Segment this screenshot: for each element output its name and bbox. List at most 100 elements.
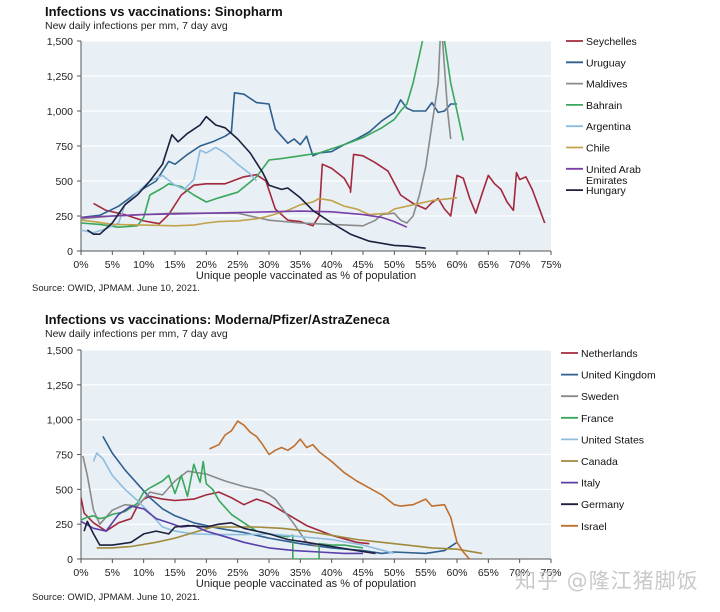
legend-item: United States bbox=[561, 434, 644, 446]
x-tick-label: 10% bbox=[133, 567, 154, 579]
legend-item: Chile bbox=[566, 143, 610, 155]
chart-2-subtitle: New daily infections per mm, 7 day avg bbox=[45, 328, 228, 340]
legend-label: Argentina bbox=[586, 121, 631, 133]
y-tick-label: 1,000 bbox=[47, 415, 73, 427]
legend-item: Netherlands bbox=[561, 348, 638, 360]
y-tick-label: 750 bbox=[55, 141, 73, 153]
legend-label: Sweden bbox=[581, 391, 619, 403]
legend-label: Maldives bbox=[586, 79, 627, 91]
x-tick-label: 75% bbox=[540, 567, 561, 579]
legend-label: Hungary bbox=[586, 185, 626, 197]
legend-item: Germany bbox=[561, 499, 625, 511]
y-tick-label: 0 bbox=[67, 246, 73, 258]
y-tick-label: 500 bbox=[55, 176, 73, 188]
legend-label: Chile bbox=[586, 143, 610, 155]
series-line-uruguay bbox=[81, 92, 457, 219]
legend-item: Argentina bbox=[566, 121, 631, 133]
x-tick-label: 70% bbox=[509, 567, 530, 579]
chart-1-title: Infections vs vaccinations: Sinopharm bbox=[45, 4, 283, 19]
x-tick-label: 0% bbox=[73, 259, 88, 271]
x-tick-label: 0% bbox=[73, 567, 88, 579]
legend-item: France bbox=[561, 413, 614, 425]
legend-label: Uruguay bbox=[586, 57, 626, 69]
y-tick-label: 250 bbox=[55, 211, 73, 223]
legend-label: Italy bbox=[581, 478, 601, 490]
legend-item: Bahrain bbox=[566, 100, 622, 112]
chart-2-title: Infections vs vaccinations: Moderna/Pfiz… bbox=[45, 312, 390, 327]
legend-item: Italy bbox=[561, 478, 601, 490]
x-tick-label: 65% bbox=[478, 567, 499, 579]
series-group bbox=[81, 40, 546, 249]
series-group bbox=[81, 420, 483, 559]
legend-item: Hungary bbox=[566, 185, 626, 197]
legend-label: Germany bbox=[581, 499, 625, 511]
x-tick-label: 35% bbox=[290, 259, 311, 271]
x-tick-label: 5% bbox=[105, 259, 120, 271]
legend-label: Emirates bbox=[586, 175, 627, 187]
x-tick-label: 40% bbox=[321, 567, 342, 579]
legend-label: Netherlands bbox=[581, 348, 638, 360]
legend-item: Seychelles bbox=[566, 36, 637, 48]
x-tick-label: 35% bbox=[290, 567, 311, 579]
legend-item: Uruguay bbox=[566, 57, 626, 69]
watermark: 知乎 @隆江猪脚饭 bbox=[515, 569, 699, 593]
x-tick-label: 40% bbox=[321, 259, 342, 271]
chart-1-source: Source: OWID, JPMAM. June 10, 2021. bbox=[32, 283, 200, 294]
x-tick-label: 75% bbox=[540, 259, 561, 271]
legend-item: Israel bbox=[561, 521, 607, 533]
legend-label: France bbox=[581, 413, 614, 425]
legend-label: United Kingdom bbox=[581, 370, 656, 382]
y-tick-label: 1,250 bbox=[47, 71, 73, 83]
x-tick-label: 15% bbox=[164, 259, 185, 271]
legend-label: Bahrain bbox=[586, 100, 622, 112]
legend-item: Sweden bbox=[561, 391, 619, 403]
y-tick-label: 750 bbox=[55, 450, 73, 462]
legend-item: Canada bbox=[561, 456, 618, 468]
x-tick-label: 55% bbox=[415, 259, 436, 271]
series-line-chile bbox=[81, 197, 458, 227]
legend-item: Maldives bbox=[566, 79, 627, 91]
legend-label: United Arab bbox=[586, 164, 641, 176]
y-tick-label: 500 bbox=[55, 484, 73, 496]
x-tick-label: 65% bbox=[478, 259, 499, 271]
x-tick-label: 15% bbox=[164, 567, 185, 579]
x-tick-label: 20% bbox=[196, 259, 217, 271]
x-tick-label: 25% bbox=[227, 567, 248, 579]
x-tick-label: 25% bbox=[227, 259, 248, 271]
x-tick-label: 30% bbox=[258, 259, 279, 271]
y-tick-label: 1,250 bbox=[47, 380, 73, 392]
x-tick-label: 60% bbox=[446, 567, 467, 579]
y-tick-label: 0 bbox=[67, 554, 73, 566]
series-line-seychelles bbox=[93, 153, 546, 227]
x-tick-label: 70% bbox=[509, 259, 530, 271]
legend-label: Canada bbox=[581, 456, 618, 468]
series-line-israel bbox=[209, 420, 471, 559]
x-tick-label: 20% bbox=[196, 567, 217, 579]
x-axis-title: Unique people vaccinated as % of populat… bbox=[196, 270, 416, 282]
x-axis-title: Unique people vaccinated as % of populat… bbox=[196, 578, 416, 590]
x-tick-label: 55% bbox=[415, 567, 436, 579]
series-line-united-kingdom bbox=[102, 436, 458, 555]
series-line-germany bbox=[83, 520, 376, 555]
chart-sinopharm: 0 250 500 750 1,000 1,250 1,500 0% 5% 10% 15% 20% 25… bbox=[47, 36, 641, 282]
x-tick-label: 45% bbox=[352, 259, 373, 271]
x-tick-label: 30% bbox=[258, 567, 279, 579]
series-line-canada bbox=[96, 526, 483, 555]
x-tick-label: 5% bbox=[105, 567, 120, 579]
legend-label: United States bbox=[581, 434, 644, 446]
legend-item: United Kingdom bbox=[561, 370, 656, 382]
x-tick-label: 50% bbox=[384, 259, 405, 271]
x-tick-label: 60% bbox=[446, 259, 467, 271]
series-line-hungary bbox=[86, 115, 426, 249]
series-line-sweden bbox=[82, 455, 320, 548]
series-line-united-states bbox=[92, 452, 395, 555]
series-line-bahrain bbox=[81, 40, 424, 228]
chart-moderna-pfizer-astrazeneca: 0 250 500 750 1,000 1,250 1,500 0% 5% 10% 15% 20% 25… bbox=[47, 345, 656, 590]
series-line-maldives-2 bbox=[441, 40, 452, 140]
y-tick-label: 1,000 bbox=[47, 106, 73, 118]
chart-2-source: Source: OWID, JPMAM. June 10, 2021. bbox=[32, 592, 200, 603]
chart-1-subtitle: New daily infections per mm, 7 day avg bbox=[45, 20, 228, 32]
x-tick-label: 45% bbox=[352, 567, 373, 579]
